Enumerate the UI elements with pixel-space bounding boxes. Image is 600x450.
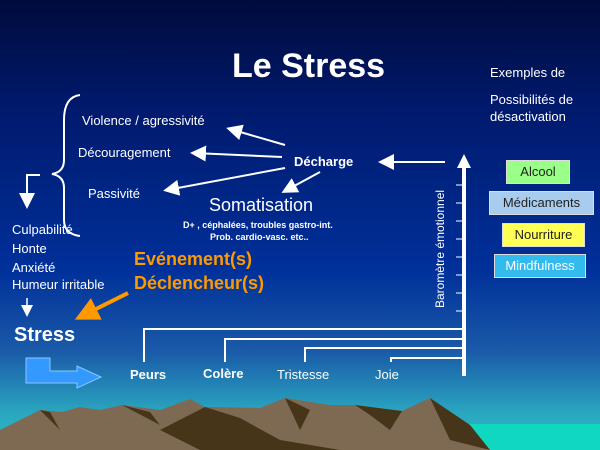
line-tristesse (304, 347, 462, 362)
example-medicaments: Médicaments (489, 191, 594, 215)
examples-line2: Possibilités de (490, 92, 574, 107)
reaction-violence: Violence / agressivité (82, 113, 205, 128)
line-peurs (143, 328, 462, 362)
arrow-decouragement (190, 145, 283, 162)
arrow-to-consequences (19, 174, 40, 209)
example-nourriture: Nourriture (502, 223, 585, 247)
somatisation-line1: D+ , céphalées, troubles gastro-int. (183, 220, 333, 230)
reaction-passivite: Passivité (88, 186, 141, 201)
somatisation-line2: Prob. cardio-vasc. etc.. (210, 232, 309, 242)
example-alcool: Alcool (506, 160, 570, 184)
line-colere (224, 338, 462, 362)
line-joie (390, 357, 462, 362)
consequence-culpabilite: Culpabilité (12, 222, 73, 237)
example-mindfulness: Mindfulness (494, 254, 586, 278)
consequence-humeur: Humeur irritable (12, 277, 105, 292)
arrow-somatisation (281, 171, 321, 193)
arrow-passivite (163, 167, 286, 196)
emotion-peurs: Peurs (130, 367, 167, 382)
emotion-joie: Joie (375, 367, 399, 382)
somatisation-title: Somatisation (209, 195, 314, 215)
arrow-triggers (74, 291, 129, 320)
reaction-decouragement: Découragement (78, 145, 171, 160)
emotion-colere: Colère (203, 366, 244, 381)
examples-line1: Exemples de (490, 65, 566, 80)
examples-line3: désactivation (490, 109, 566, 124)
triggers-line1: Evénement(s) (134, 249, 253, 269)
barometer-ticks (456, 184, 462, 312)
page-title: Le Stress (232, 47, 386, 85)
decharge-label: Décharge (294, 154, 354, 169)
barometer-label: Baromètre émotionnel (433, 189, 447, 309)
brace (51, 94, 81, 237)
consequence-honte: Honte (12, 241, 47, 256)
consequence-anxiete: Anxiété (12, 260, 56, 275)
barometer-arrowhead (457, 154, 471, 168)
arrow-violence (226, 124, 286, 146)
emotion-tristesse: Tristesse (277, 367, 330, 382)
stress-l-arrow (25, 357, 103, 389)
triggers-line2: Déclencheur(s) (134, 273, 265, 293)
stress-label: Stress (14, 324, 76, 346)
